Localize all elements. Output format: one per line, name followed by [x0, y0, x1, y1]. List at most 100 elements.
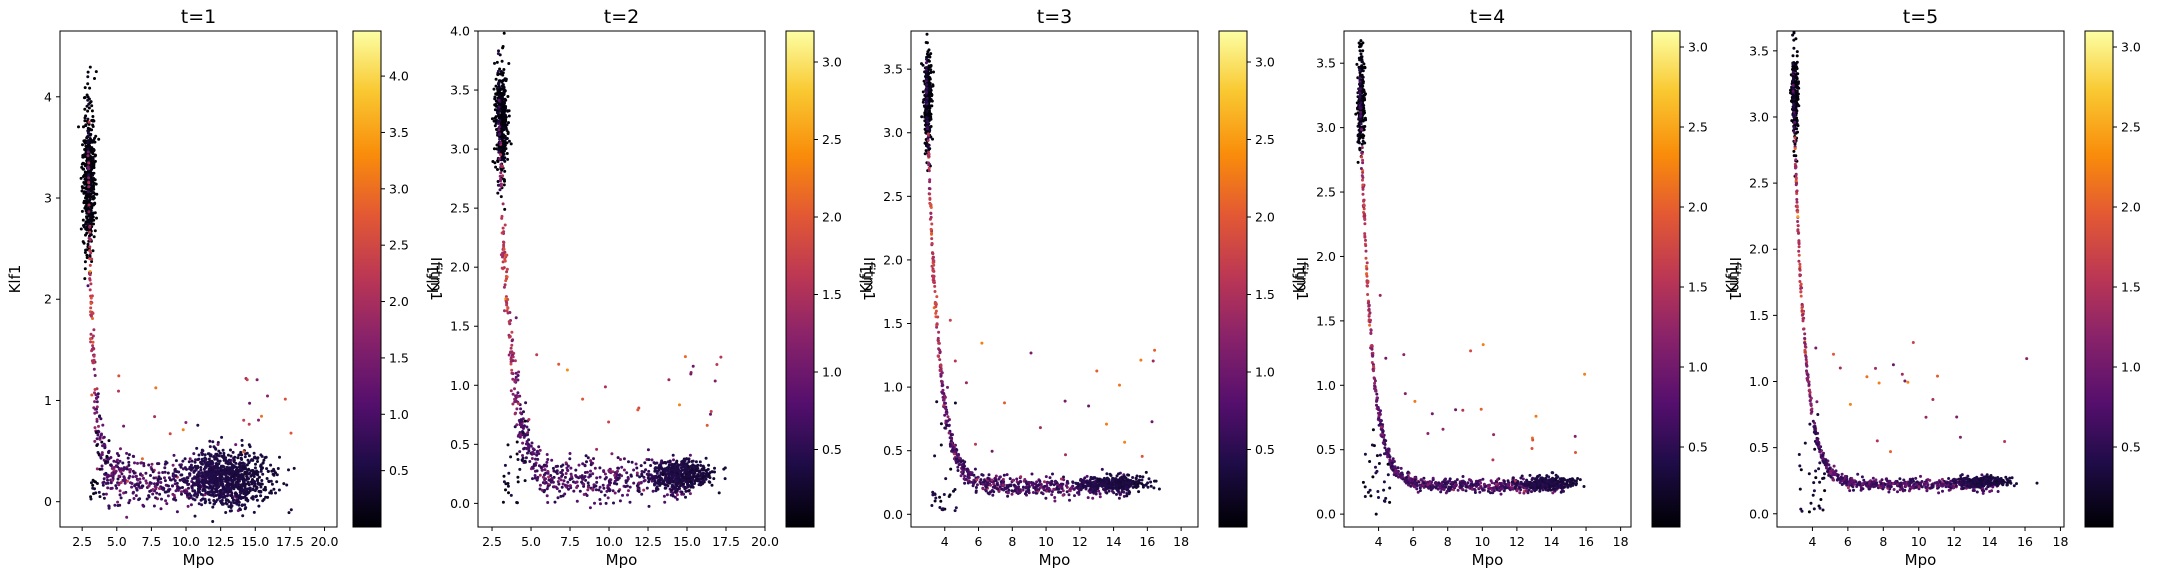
data-point: [119, 470, 123, 473]
data-point: [107, 439, 111, 443]
data-point: [687, 465, 691, 469]
data-point: [678, 403, 681, 407]
data-point: [566, 469, 570, 472]
data-point: [1101, 478, 1105, 482]
data-point: [93, 192, 97, 196]
data-point: [134, 474, 138, 478]
data-point: [88, 263, 92, 267]
data-point: [87, 167, 91, 171]
data-point: [194, 475, 198, 479]
data-point: [147, 463, 151, 467]
data-point: [506, 130, 510, 134]
data-point: [622, 457, 626, 461]
data-point: [595, 476, 599, 480]
data-point: [602, 469, 606, 473]
data-point: [513, 380, 517, 383]
data-point: [189, 503, 193, 507]
data-point: [938, 348, 941, 352]
data-point: [585, 470, 589, 474]
data-point: [263, 488, 267, 492]
data-point: [86, 135, 90, 139]
data-point: [206, 452, 210, 456]
data-point: [232, 501, 236, 505]
data-point: [1118, 492, 1122, 496]
data-point: [1088, 488, 1092, 491]
x-tick-label: 14: [1106, 534, 1122, 549]
y-tick-label: 3.0: [450, 142, 470, 157]
data-point: [117, 474, 121, 478]
data-point: [691, 463, 695, 467]
data-point: [497, 113, 500, 117]
data-point: [575, 486, 579, 489]
data-point: [1100, 467, 1104, 471]
data-point: [581, 477, 585, 481]
data-point: [700, 482, 703, 486]
data-point: [964, 477, 968, 481]
data-point: [531, 447, 535, 451]
data-point: [506, 443, 510, 447]
data-point: [97, 137, 101, 141]
data-point: [1086, 484, 1090, 488]
data-point: [603, 477, 607, 481]
data-point: [544, 481, 548, 485]
data-point: [499, 153, 502, 157]
data-point: [150, 467, 154, 471]
data-point: [680, 474, 684, 478]
data-point: [233, 492, 237, 496]
data-point: [617, 489, 621, 493]
data-point: [615, 482, 619, 486]
data-point: [88, 137, 92, 140]
data-point: [119, 447, 122, 451]
data-point: [83, 119, 87, 123]
data-point: [1124, 486, 1128, 490]
data-point: [1035, 488, 1039, 491]
data-point: [495, 143, 499, 147]
data-point: [614, 476, 618, 480]
data-point: [88, 86, 92, 90]
data-point: [225, 466, 229, 470]
data-point: [193, 514, 197, 518]
data-point: [930, 504, 934, 507]
data-point: [929, 52, 933, 56]
data-point: [210, 476, 214, 480]
data-point: [102, 477, 106, 481]
data-point: [211, 505, 215, 509]
data-point: [106, 486, 110, 490]
data-point: [1044, 475, 1048, 479]
data-point: [168, 478, 172, 482]
data-point: [1010, 489, 1014, 493]
data-point: [1050, 490, 1054, 494]
data-point: [530, 441, 534, 445]
data-point: [927, 148, 931, 152]
data-point: [934, 311, 938, 315]
data-point: [126, 479, 129, 483]
data-point: [259, 469, 263, 473]
data-point: [235, 483, 239, 486]
data-point: [1088, 478, 1092, 482]
data-point: [680, 468, 684, 472]
data-point: [240, 504, 244, 507]
data-point: [106, 478, 109, 482]
data-point: [696, 469, 699, 473]
data-point: [996, 487, 1000, 491]
data-point: [208, 439, 212, 443]
data-point: [995, 482, 999, 486]
data-point: [240, 443, 244, 447]
data-point: [246, 482, 250, 486]
data-point: [655, 471, 659, 475]
data-point: [232, 487, 236, 491]
data-point: [953, 509, 957, 513]
data-point: [207, 498, 211, 502]
data-point: [529, 444, 533, 448]
data-point: [91, 149, 95, 153]
data-point: [1013, 489, 1017, 493]
x-tick-label: 2.5: [72, 534, 92, 549]
data-point: [723, 466, 727, 470]
data-point: [941, 391, 945, 395]
data-point: [625, 471, 629, 475]
data-point: [500, 122, 504, 126]
data-point: [1043, 480, 1046, 484]
data-point: [524, 442, 528, 446]
data-point: [499, 171, 503, 175]
data-point: [1085, 474, 1089, 478]
